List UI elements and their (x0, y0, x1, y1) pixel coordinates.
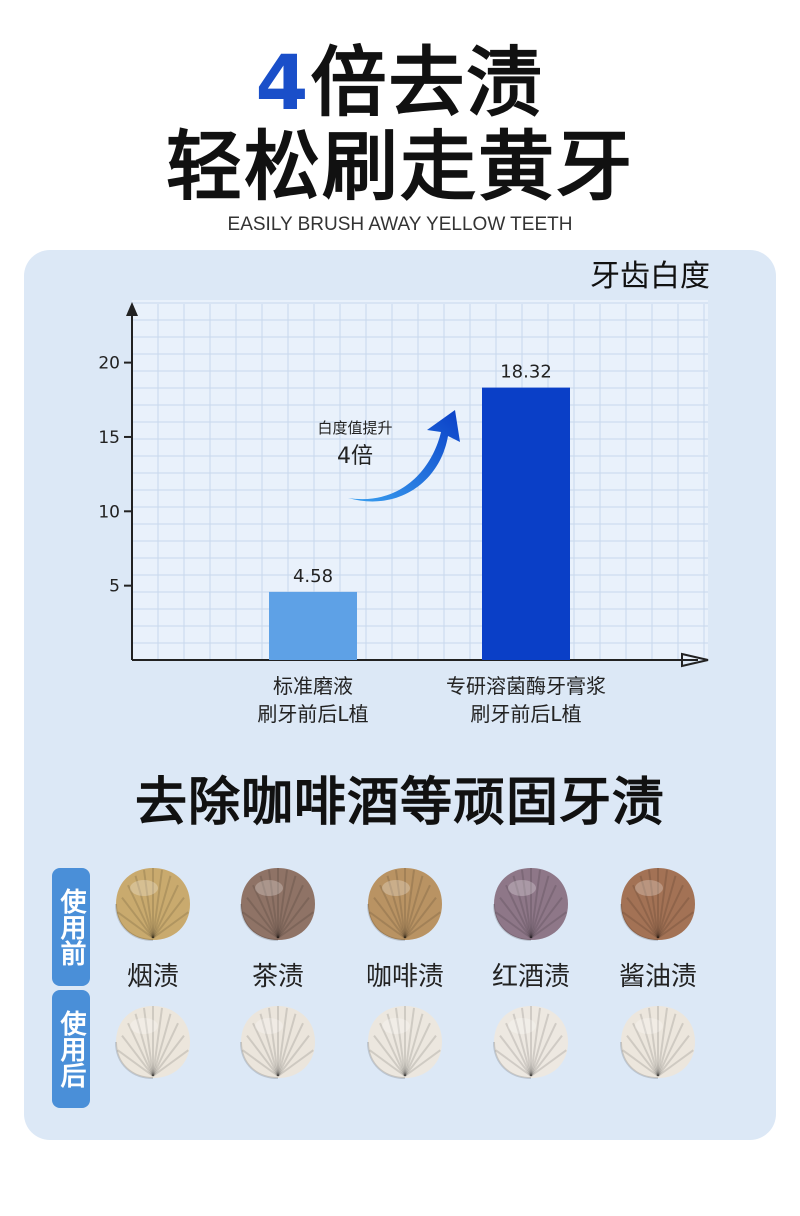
category-label: 专研溶菌酶牙膏浆 (446, 674, 606, 698)
annotation-line1: 白度值提升 (317, 419, 392, 437)
hero-title-rest: 倍去渍 (310, 38, 545, 127)
shell-before-image (114, 864, 192, 944)
stain-label: 烟渍 (126, 962, 179, 992)
annotation-line2: 4倍 (337, 444, 373, 469)
y-tick-label: 5 (109, 577, 120, 597)
stain-label: 酱油渍 (618, 962, 697, 992)
stain-section-title: 去除咖啡酒等顽固牙渍 (134, 773, 665, 833)
bar-value-label: 18.32 (500, 362, 552, 383)
chart-bars (269, 387, 570, 660)
shell-after-image (492, 1002, 570, 1082)
stain-label: 红酒渍 (491, 962, 570, 992)
bar-value-label: 4.58 (293, 566, 333, 587)
after-use-tag: 使用后 (52, 990, 90, 1108)
category-label: 标准磨液 (273, 674, 353, 698)
shell-before-image (239, 864, 317, 944)
shell-before-image (619, 864, 697, 944)
shell-before-image (492, 864, 570, 944)
hero-accent-number: 4 (255, 38, 311, 127)
shell-after-image (619, 1002, 697, 1082)
y-tick-label: 10 (98, 502, 120, 522)
shell-after-image (114, 1002, 192, 1082)
stain-label: 咖啡渍 (365, 962, 444, 992)
stain-label: 茶渍 (251, 962, 304, 992)
bar (269, 591, 357, 660)
shell-before-image (366, 864, 444, 944)
x-axis-arrow-icon (681, 652, 709, 668)
hero-title-line1: 4倍去渍 (0, 38, 800, 128)
category-label: 刷牙前后L植 (257, 702, 368, 726)
y-axis-arrow-icon (126, 302, 138, 316)
before-use-tag: 使用前 (52, 868, 90, 986)
shell-after-image (366, 1002, 444, 1082)
shell-after-image (239, 1002, 317, 1082)
hero-subtitle: EASILY BRUSH AWAY YELLOW TEETH (227, 214, 573, 235)
bar (482, 387, 570, 660)
chart-axes: 5 10 15 20 (98, 302, 709, 668)
category-label: 刷牙前后L植 (470, 702, 581, 726)
increase-arrow-icon (348, 410, 460, 502)
y-tick-label: 15 (98, 428, 120, 448)
hero-title-line2: 轻松刷走黄牙 (166, 122, 634, 211)
y-tick-label: 20 (98, 354, 120, 374)
chart-title: 牙齿白度 (590, 259, 710, 294)
